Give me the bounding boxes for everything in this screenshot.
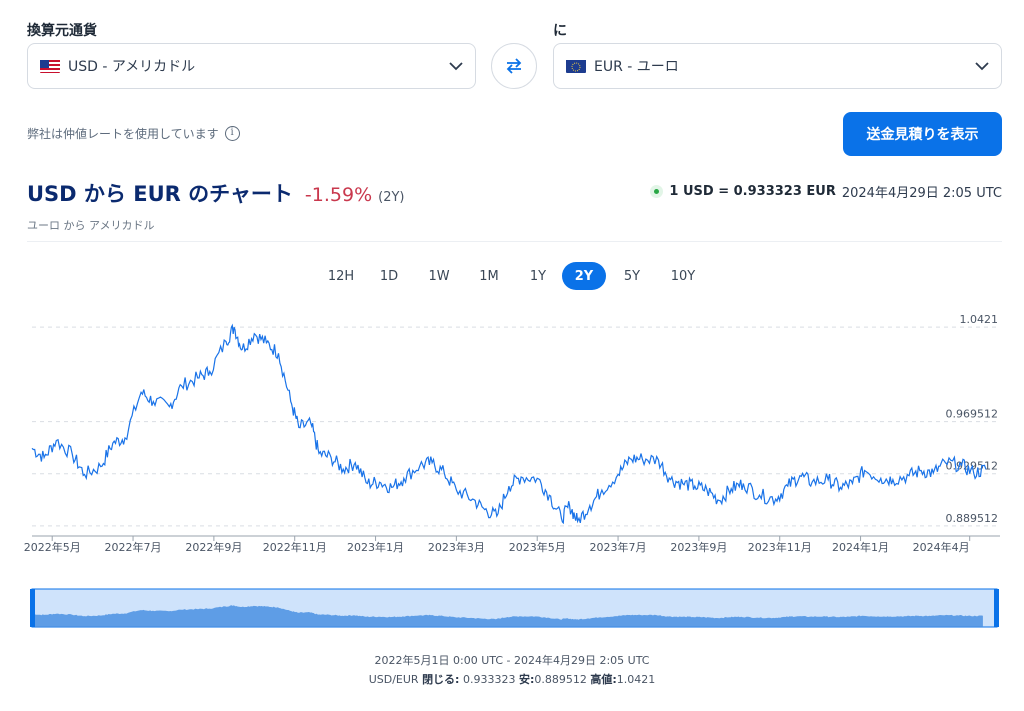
from-currency-label: 換算元通貨 (27, 23, 97, 39)
range-1y[interactable]: 1Y (529, 268, 547, 284)
y-tick-label: 1.0421 (960, 313, 999, 326)
navigator-left-handle[interactable] (30, 589, 35, 627)
high-label: 高値: (590, 673, 617, 686)
low-label: 安: (518, 673, 535, 686)
mid-rate-note-text: 弊社は仲値レートを使用しています (27, 127, 219, 141)
range-10y[interactable]: 10Y (670, 268, 696, 284)
x-tick-label: 2024年4月 (913, 540, 970, 554)
navigator-right-handle[interactable] (994, 589, 999, 627)
y-tick-label: 0.969512 (946, 408, 999, 421)
navigator-area (32, 605, 983, 627)
high-value: 1.0421 (616, 673, 656, 686)
chart-subtitle: ユーロ から アメリカドル (27, 219, 155, 232)
range-1w[interactable]: 1W (428, 268, 450, 284)
x-tick-label: 2024年1月 (832, 540, 889, 554)
x-tick-label: 2022年5月 (24, 540, 81, 554)
eu-flag-icon (566, 59, 586, 73)
x-tick-label: 2023年3月 (428, 540, 485, 554)
x-tick-label: 2022年9月 (185, 540, 242, 554)
close-label: 閉じる: (422, 673, 460, 686)
chart-navigator[interactable] (0, 585, 1024, 633)
from-currency-select[interactable]: USD - アメリカドル (27, 43, 476, 89)
us-flag-icon (40, 59, 60, 73)
close-value: 0.933323 (462, 673, 516, 686)
change-period: (2Y) (378, 190, 405, 205)
x-tick-label: 2023年11月 (748, 540, 812, 554)
range-5y[interactable]: 5Y (623, 268, 641, 284)
to-currency-label: に (553, 23, 567, 39)
pair-label: USD/EUR (368, 673, 419, 686)
current-rate: 1 USD = 0.933323 EUR 2024年4月29日 2:05 UTC (650, 182, 1002, 201)
x-tick-label: 2022年11月 (263, 540, 327, 554)
to-currency-select[interactable]: EUR - ユーロ (553, 43, 1002, 89)
rate-value: 1 USD = 0.933323 EUR (669, 184, 836, 199)
view-transfer-quote-button[interactable]: 送金見積りを表示 (843, 112, 1002, 156)
live-status-icon (650, 185, 664, 198)
swap-arrows-icon (506, 58, 522, 74)
swap-currencies-button[interactable] (491, 43, 537, 89)
mid-rate-note: 弊社は仲値レートを使用しています i (27, 125, 240, 142)
chevron-down-icon (975, 61, 989, 70)
header-divider (27, 241, 1002, 242)
range-12h[interactable]: 12H (327, 268, 355, 284)
chart-header: USD から EUR のチャート -1.59% (2Y) (27, 178, 404, 208)
x-tick-label: 2023年9月 (670, 540, 727, 554)
summary-stats: USD/EUR 閉じる: 0.933323 安:0.889512 高値:1.04… (0, 671, 1024, 687)
range-1d[interactable]: 1D (379, 268, 399, 284)
x-tick-label: 2022年7月 (105, 540, 162, 554)
x-tick-label: 2023年1月 (347, 540, 404, 554)
rate-timestamp: 2024年4月29日 2:05 UTC (841, 186, 1002, 201)
y-tick-label: 0.889512 (946, 512, 999, 525)
range-2y[interactable]: 2Y (562, 262, 606, 290)
to-currency-value: EUR - ユーロ (594, 59, 679, 75)
change-percent: -1.59% (304, 184, 373, 206)
info-icon[interactable]: i (224, 126, 240, 141)
from-currency-value: USD - アメリカドル (68, 59, 196, 75)
low-value: 0.889512 (534, 673, 587, 686)
chart-title: USD から EUR のチャート (27, 182, 293, 206)
date-range-text: 2022年5月1日 0:00 UTC - 2024年4月29日 2:05 UTC (374, 654, 650, 667)
x-tick-label: 2023年7月 (590, 540, 647, 554)
time-range-selector: 12H 1D 1W 1M 1Y 2Y 5Y 10Y (318, 262, 708, 290)
chevron-down-icon (449, 61, 463, 70)
rate-series-line (31, 323, 987, 525)
x-tick-label: 2023年5月 (509, 540, 566, 554)
range-1m[interactable]: 1M (479, 268, 499, 284)
